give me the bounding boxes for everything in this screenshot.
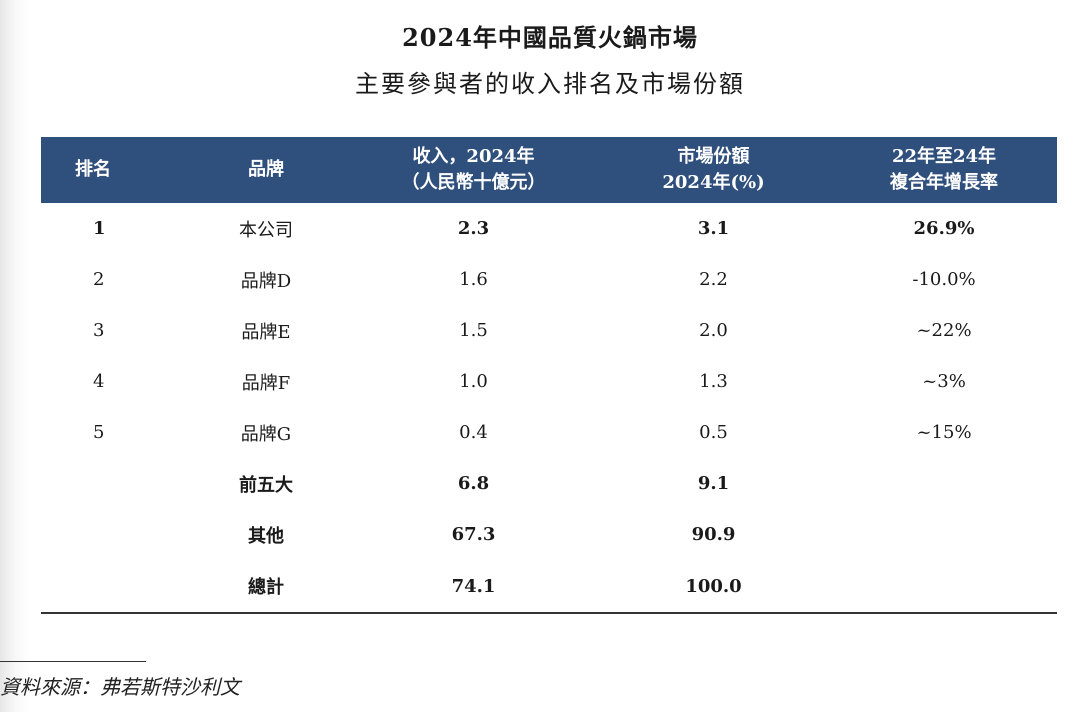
source-divider [0, 661, 146, 662]
cagr-cell-empty [831, 509, 1057, 560]
brand-cell: 品牌E [241, 321, 291, 343]
header-rank: 排名 [75, 159, 111, 180]
rank-cell: 2 [93, 269, 105, 290]
share-cell: 2.2 [699, 269, 728, 290]
rank-cell-empty [41, 458, 181, 509]
share-cell: 0.5 [699, 422, 728, 443]
revenue-cell: 2.3 [457, 218, 490, 239]
table-row: 5 品牌G 0.4 0.5 ~15% [41, 407, 1057, 458]
header-share-line2: 2024年(%) [662, 172, 765, 193]
summary-label: 總計 [181, 560, 351, 614]
cagr-cell: ~3% [922, 371, 966, 392]
share-cell: 3.1 [697, 218, 730, 239]
rank-cell: 5 [93, 422, 105, 443]
ranking-table: 排名 品牌 收入，2024年 （人民幣十億元） 市場份額 2024年(%) 22… [41, 137, 1057, 614]
rank-cell-empty [41, 509, 181, 560]
summary-share: 9.1 [697, 473, 730, 494]
header-cagr-line1: 22年至24年 [891, 146, 997, 167]
cagr-cell: ~15% [916, 422, 972, 443]
summary-share: 100.0 [596, 560, 831, 614]
table-row: 2 品牌D 1.6 2.2 -10.0% [41, 254, 1057, 305]
summary-row-total: 總計 74.1 100.0 [41, 560, 1057, 614]
brand-cell: 品牌F [241, 372, 291, 394]
header-share-line1: 市場份額 [677, 146, 750, 167]
source-note: 資料來源：弗若斯特沙利文 [0, 675, 240, 699]
summary-revenue: 67.3 [451, 524, 496, 545]
header-row: 排名 品牌 收入，2024年 （人民幣十億元） 市場份額 2024年(%) 22… [41, 137, 1057, 203]
header-cagr-line2: 複合年增長率 [890, 172, 998, 193]
rank-cell: 3 [93, 320, 105, 341]
header-revenue: 收入，2024年 （人民幣十億元） [351, 137, 596, 203]
table-row: 1 本公司 2.3 3.1 26.9% [41, 203, 1057, 254]
summary-revenue: 6.8 [457, 473, 490, 494]
page-title: 2024年中國品質火鍋市場 [402, 23, 698, 52]
revenue-cell: 0.4 [459, 422, 488, 443]
summary-label: 其他 [248, 525, 284, 547]
rank-cell: 4 [93, 371, 105, 392]
share-cell: 1.3 [699, 371, 728, 392]
summary-revenue: 74.1 [351, 560, 596, 614]
rank-cell: 1 [93, 218, 106, 239]
revenue-cell: 1.5 [459, 320, 488, 341]
page-subtitle: 主要參與者的收入排名及市場份額 [355, 70, 745, 98]
rank-cell-empty [41, 560, 181, 614]
cagr-cell: -10.0% [912, 269, 976, 290]
header-cagr: 22年至24年 複合年增長率 [831, 137, 1057, 203]
header-brand: 品牌 [248, 159, 284, 180]
brand-cell: 品牌D [240, 270, 292, 292]
header-revenue-line2: （人民幣十億元） [401, 172, 546, 193]
table-body: 1 本公司 2.3 3.1 26.9% 2 品牌D 1.6 2.2 -10.0%… [41, 203, 1057, 614]
cagr-cell-empty [831, 560, 1057, 614]
summary-row-top5: 前五大 6.8 9.1 [41, 458, 1057, 509]
brand-cell: 本公司 [239, 219, 293, 241]
share-cell: 2.0 [699, 320, 728, 341]
table-row: 3 品牌E 1.5 2.0 ~22% [41, 305, 1057, 356]
summary-label: 前五大 [239, 474, 293, 496]
revenue-cell: 1.0 [459, 371, 488, 392]
cagr-cell: ~22% [916, 320, 972, 341]
header-share: 市場份額 2024年(%) [596, 137, 831, 203]
revenue-cell: 1.6 [459, 269, 488, 290]
table-row: 4 品牌F 1.0 1.3 ~3% [41, 356, 1057, 407]
table-header: 排名 品牌 收入，2024年 （人民幣十億元） 市場份額 2024年(%) 22… [41, 137, 1057, 203]
brand-cell: 品牌G [240, 423, 292, 445]
summary-row-others: 其他 67.3 90.9 [41, 509, 1057, 560]
cagr-cell: 26.9% [913, 218, 975, 239]
summary-share: 90.9 [691, 524, 736, 545]
header-revenue-line1: 收入，2024年 [412, 146, 535, 167]
cagr-cell-empty [831, 458, 1057, 509]
